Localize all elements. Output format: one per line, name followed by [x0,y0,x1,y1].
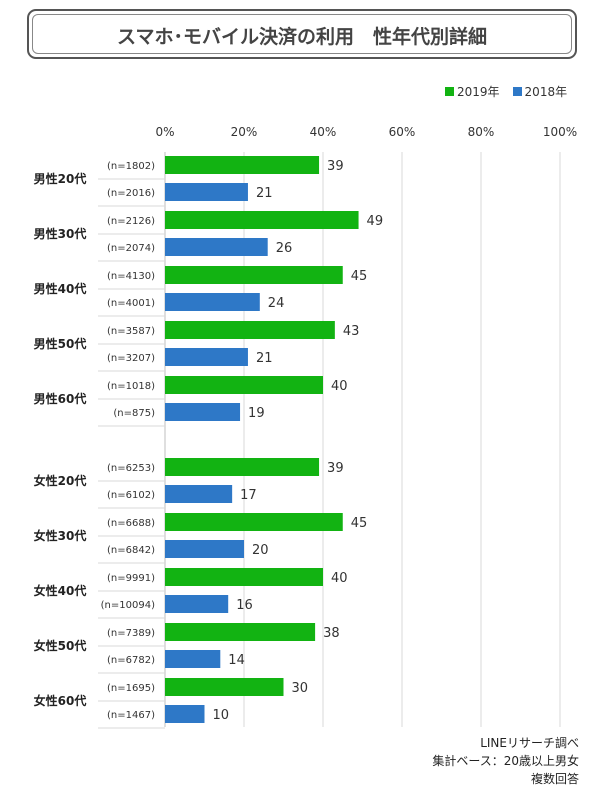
sample-size-label: (n=4001) [107,298,155,309]
sample-size-label: (n=6782) [107,655,155,666]
sample-size-label: (n=6688) [107,518,155,529]
footer-note: 複数回答 [530,772,579,786]
sample-size-label: (n=1467) [107,710,155,721]
bar-value-label: 39 [327,461,344,476]
category-label: 女性30代 [34,528,87,543]
bar [165,458,320,476]
legend: 2019年 2018年 [445,83,580,100]
sample-size-label: (n=4130) [107,271,155,282]
bar [165,705,205,723]
legend-swatch-2018 [512,87,522,96]
bar-value-label: 24 [268,296,285,311]
x-tick-label: 80% [468,125,495,139]
chart-title-box: スマホ･モバイル決済の利用 性年代別詳細 [27,9,577,59]
x-tick-label: 40% [310,125,337,139]
category-label: 女性40代 [34,583,87,598]
bar [165,321,335,339]
bar [165,348,248,366]
category-label: 女性50代 [34,638,87,653]
bar [165,183,248,201]
bar [165,376,323,394]
sample-size-label: (n=3207) [107,353,155,364]
bar [165,211,359,229]
bar-value-label: 38 [323,626,340,641]
bar [165,403,241,421]
bar-value-label: 45 [351,516,368,531]
sample-size-label: (n=10094) [101,600,155,611]
bar [165,678,284,696]
bar-value-label: 10 [213,708,230,723]
sample-size-label: (n=6102) [107,490,155,501]
sample-size-label: (n=1695) [107,683,155,694]
bar-value-label: 17 [240,488,257,503]
bar-value-label: 14 [228,653,245,668]
bar [165,513,343,531]
bar-value-label: 49 [367,214,384,229]
bar-value-label: 40 [331,571,348,586]
sample-size-label: (n=1018) [107,381,155,392]
x-tick-label: 60% [389,125,416,139]
bar-value-label: 21 [256,186,273,201]
x-tick-label: 0% [155,125,174,139]
sample-size-label: (n=6842) [107,545,155,556]
category-label: 女性20代 [34,473,87,488]
bar [165,623,316,641]
legend-item-2018: 2018年 [512,83,568,100]
legend-swatch-2019 [445,87,454,96]
sample-size-label: (n=2126) [107,216,155,227]
sample-size-label: (n=9991) [107,573,155,584]
chart-footer: LINEリサーチ調べ 集計ベース：20歳以上男女 複数回答 [432,734,579,788]
category-label: 男性40代 [34,281,87,296]
footer-base: 集計ベース：20歳以上男女 [432,754,579,768]
category-label: 男性50代 [34,336,87,351]
bar [165,293,260,311]
bar [165,540,244,558]
bar-value-label: 43 [343,324,360,339]
bar [165,568,323,586]
bar [165,266,343,284]
category-label: 女性60代 [34,693,87,708]
category-label: 男性20代 [34,171,87,186]
sample-size-label: (n=1802) [107,161,155,172]
bar-value-label: 20 [252,543,269,558]
legend-item-2019: 2019年 [445,83,500,100]
footer-source: LINEリサーチ調べ [480,736,579,750]
sample-size-label: (n=3587) [107,326,155,337]
bar [165,650,221,668]
x-tick-label: 100% [543,125,577,139]
legend-label-2018: 2018年 [524,85,568,99]
bar [165,238,268,256]
sample-size-label: (n=2016) [107,188,155,199]
sample-size-label: (n=6253) [107,463,155,474]
x-tick-label: 20% [231,125,258,139]
bar-value-label: 16 [236,598,253,613]
legend-label-2019: 2019年 [457,85,500,99]
bar-value-label: 21 [256,351,273,366]
bar-value-label: 40 [331,379,348,394]
sample-size-label: (n=7389) [107,628,155,639]
sample-size-label: (n=2074) [107,243,155,254]
bar-value-label: 39 [327,159,344,174]
bar-value-label: 45 [351,269,368,284]
bar [165,156,320,174]
bar [165,485,233,503]
bar-value-label: 19 [248,406,265,421]
bar [165,595,229,613]
category-label: 男性30代 [34,226,87,241]
category-label: 男性60代 [34,391,87,406]
bar-value-label: 26 [276,241,293,256]
bar-value-label: 30 [292,681,309,696]
sample-size-label: (n=875) [113,408,155,419]
